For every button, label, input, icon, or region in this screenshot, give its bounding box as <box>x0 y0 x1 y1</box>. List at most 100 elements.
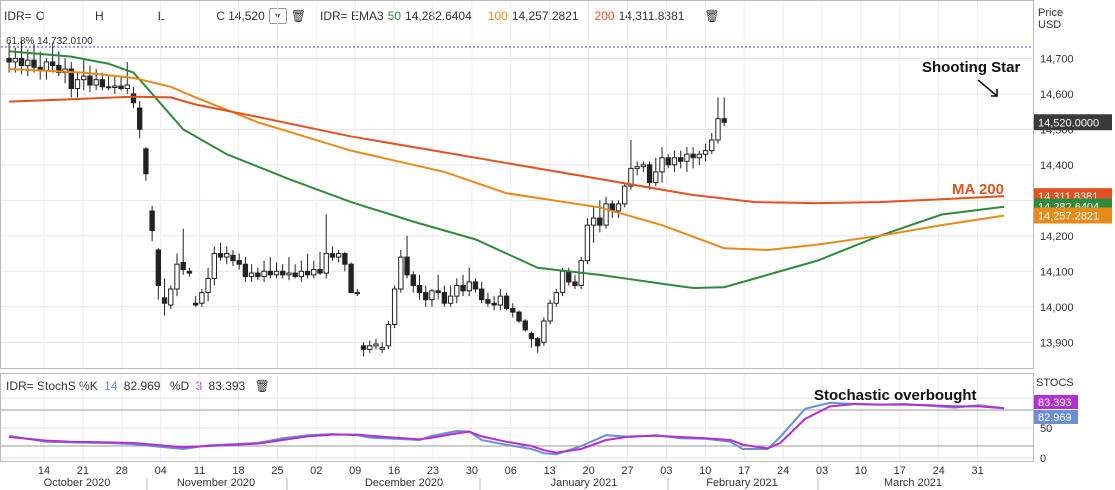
candle-body <box>311 269 317 276</box>
x-day-label: 03 <box>660 465 672 477</box>
candle-body <box>646 164 653 184</box>
stoch-panel-border <box>0 373 1034 462</box>
candle-body <box>435 290 441 294</box>
last-price-tag-bg <box>1034 114 1112 131</box>
price-tick-label: 14,100 <box>1040 266 1074 278</box>
candle-body <box>273 270 280 276</box>
candle-body <box>398 256 404 290</box>
ema50-value: 14,282.6404 <box>405 9 472 23</box>
candle-body <box>423 292 429 301</box>
stoch-d-label: %D <box>169 379 190 393</box>
candle-body <box>211 253 217 279</box>
trash-icon[interactable]: 🗑 <box>704 9 720 23</box>
candle-body <box>665 157 671 166</box>
candle-body <box>503 295 510 310</box>
candle-body <box>87 75 93 86</box>
candle-body <box>261 270 267 278</box>
candle-body <box>479 288 485 301</box>
x-day-label: 10 <box>855 465 867 477</box>
x-month-label: October 2020 <box>44 477 111 489</box>
price-panel-border <box>0 0 1034 369</box>
stoch-k-tag-bg <box>1034 410 1078 424</box>
candle-body <box>634 166 640 169</box>
x-month-label: November 2020 <box>177 477 255 489</box>
price-tick-label: 14,700 <box>1040 53 1074 65</box>
candle-body <box>130 93 137 104</box>
candle-body <box>466 281 472 292</box>
candle-body <box>180 261 186 271</box>
stoch-label: IDR= StochS %K <box>6 379 98 393</box>
candle-body <box>286 272 292 276</box>
x-day-label: 28 <box>116 465 128 477</box>
candle-body <box>230 254 236 262</box>
candle-body <box>43 61 50 72</box>
x-month-label: January 2021 <box>551 477 618 489</box>
price-axis-title: USD <box>1038 19 1061 31</box>
candle-body <box>572 281 578 286</box>
candle-body <box>18 57 25 66</box>
x-day-label: 25 <box>271 465 283 477</box>
ema200-period: 200 <box>594 9 615 23</box>
x-day-label: 16 <box>388 465 400 477</box>
candle-body <box>329 253 336 258</box>
shooting-star-annotation: Shooting Star <box>922 59 1020 76</box>
candle-body <box>168 288 174 306</box>
candle-body <box>192 302 199 306</box>
candle-body <box>149 210 155 231</box>
close-label: C <box>216 9 226 23</box>
candle-body <box>155 249 162 286</box>
stoch-line-k <box>8 401 1005 456</box>
candle-body <box>447 295 454 304</box>
candle-body <box>31 59 37 68</box>
candle-body <box>534 338 541 347</box>
candle-body <box>696 153 703 159</box>
candle-body <box>721 118 727 123</box>
candle-body <box>584 224 591 262</box>
candle-body <box>541 320 547 343</box>
x-month-label: March 2021 <box>884 477 942 489</box>
stoch-d-value: 83.393 <box>208 379 246 393</box>
x-day-label: 09 <box>349 465 361 477</box>
candle-body <box>298 270 305 278</box>
candle-body <box>597 217 603 226</box>
candle-body <box>99 79 106 88</box>
candle-body <box>553 292 559 304</box>
open-label: O <box>35 9 46 23</box>
price-tick-label: 14,200 <box>1040 231 1074 243</box>
x-day-label: 24 <box>933 465 945 477</box>
candle-body <box>323 253 329 274</box>
high-label: H <box>95 9 104 23</box>
candle-body <box>528 332 535 340</box>
x-day-label: 06 <box>505 465 517 477</box>
candle-body <box>454 284 460 297</box>
candle-body <box>205 277 211 294</box>
candle-body <box>367 345 373 350</box>
candle-body <box>590 217 597 226</box>
candle-body <box>255 272 261 278</box>
trash-icon[interactable]: 🗑 <box>290 9 306 23</box>
candle-body <box>497 295 504 306</box>
stoch-tick-label: 0 <box>1040 453 1046 465</box>
candle-body <box>684 153 690 162</box>
candle-body <box>248 272 255 278</box>
trash-icon[interactable]: 🗑 <box>254 379 270 393</box>
candle-body <box>280 270 286 276</box>
candle-body <box>49 61 56 66</box>
candle-body <box>68 68 74 90</box>
candle-body <box>217 253 224 258</box>
candle-body <box>709 139 715 152</box>
candle-body <box>628 167 634 187</box>
stoch-line-d <box>9 402 1005 454</box>
candle-body <box>379 347 385 350</box>
x-day-label: 13 <box>544 465 556 477</box>
price-tick-label: 13,900 <box>1040 337 1074 349</box>
x-day-label: 03 <box>816 465 828 477</box>
ema200-value: 14,311.8381 <box>618 9 685 23</box>
candle-body <box>603 203 609 226</box>
x-day-label: 14 <box>38 465 50 477</box>
candle-body <box>653 171 659 184</box>
candle-body <box>304 270 311 276</box>
x-day-label: 18 <box>232 465 244 477</box>
x-day-label: 02 <box>310 465 322 477</box>
